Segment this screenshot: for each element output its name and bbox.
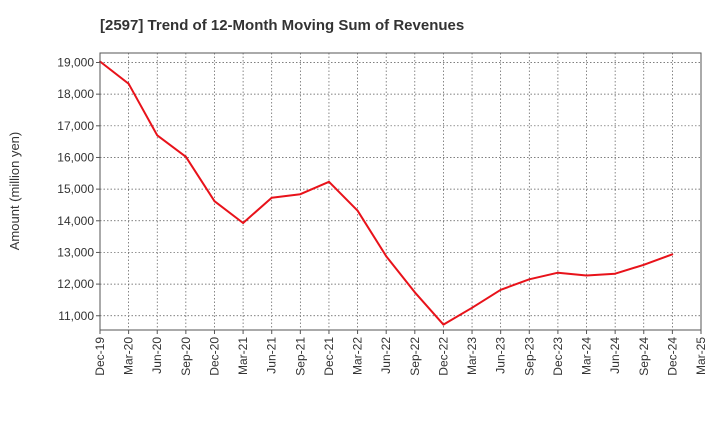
x-tick-label: Dec-19	[93, 337, 107, 376]
data-point	[471, 306, 473, 309]
x-tick-label: Dec-22	[436, 337, 450, 376]
x-tick-label: Sep-23	[522, 337, 536, 376]
y-tick-label: 15,000	[57, 182, 94, 196]
x-tick-label: Mar-21	[236, 337, 250, 375]
data-point	[385, 255, 388, 258]
x-tick-label: Jun-23	[494, 337, 508, 374]
data-point	[528, 278, 531, 281]
y-tick-label: 11,000	[58, 309, 94, 323]
chart-title: [2597] Trend of 12-Month Moving Sum of R…	[100, 17, 464, 34]
series-layer	[99, 60, 674, 326]
x-tick-label: Dec-24	[665, 337, 679, 376]
y-tick-label: 14,000	[57, 214, 94, 228]
y-tick-label: 18,000	[57, 87, 94, 101]
x-tick-label: Jun-24	[608, 337, 622, 374]
gridlines	[100, 53, 701, 330]
x-tick-label: Dec-20	[207, 337, 221, 376]
y-tick-label: 17,000	[57, 119, 94, 133]
data-point	[413, 291, 416, 294]
data-point	[557, 271, 559, 274]
x-tick-label: Dec-21	[322, 337, 336, 376]
x-tick-label: Mar-23	[465, 337, 479, 375]
x-tick-label: Jun-20	[150, 337, 164, 374]
data-point	[156, 134, 159, 137]
y-tick-label: 19,000	[57, 55, 94, 69]
x-tick-label: Jun-21	[265, 337, 279, 374]
x-tick-label: Sep-20	[179, 337, 193, 376]
data-point	[585, 274, 588, 277]
data-point	[299, 193, 302, 196]
plot-frame	[99, 52, 702, 331]
data-point	[242, 222, 244, 224]
x-tick-label: Mar-25	[694, 337, 708, 375]
data-point	[442, 323, 445, 326]
data-point	[213, 200, 216, 203]
x-tick-label: Sep-21	[293, 337, 307, 376]
x-tick-label: Sep-24	[637, 337, 651, 376]
data-point	[499, 288, 502, 291]
data-point	[671, 253, 674, 256]
x-tick-label: Mar-20	[122, 337, 136, 375]
data-point	[356, 209, 359, 212]
x-tick-label: Dec-23	[551, 337, 565, 376]
data-point	[270, 196, 273, 199]
data-point	[328, 180, 330, 183]
x-axis-ticks: Dec-19 Mar-20 Jun-20 Sep-20 Dec-20 Mar-21 Jun-…	[93, 330, 708, 376]
x-tick-label: Jun-22	[379, 337, 393, 374]
y-tick-label: 16,000	[57, 150, 94, 164]
y-axis-ticks: 11,000 12,000 13,000 14,000 15,000 16,000 17,0…	[57, 55, 100, 323]
x-tick-label: Mar-22	[351, 337, 365, 375]
data-point	[642, 263, 645, 266]
x-tick-label: Mar-24	[580, 337, 594, 375]
x-tick-label: Sep-22	[408, 337, 422, 376]
data-point	[127, 82, 130, 85]
data-point	[184, 155, 187, 158]
data-point	[614, 272, 617, 275]
y-tick-label: 13,000	[57, 245, 94, 259]
y-axis-label: Amount (million yen)	[7, 132, 22, 251]
y-tick-label: 12,000	[57, 277, 94, 291]
